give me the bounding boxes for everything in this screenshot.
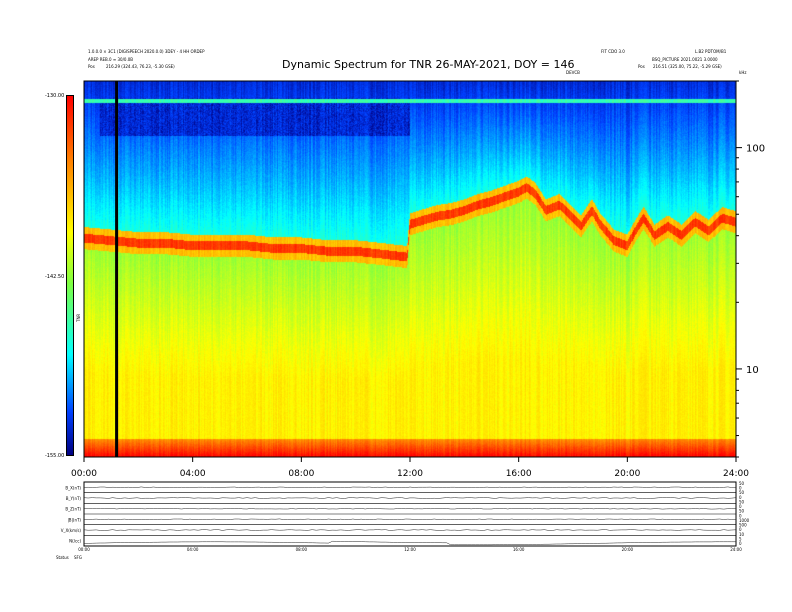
header-right-line2: BSQ_PICTURE 2021.0021 3.0000	[652, 57, 718, 62]
header-right-pos-value: 216.51 (325.00, 75.22, -5.29 GSE)	[653, 64, 722, 69]
panel-right-label: 50	[739, 499, 745, 504]
panel-trace	[84, 518, 737, 520]
status-value: SFG	[74, 555, 82, 560]
panel-right-label: 0	[739, 541, 742, 546]
panel-label: B_Z(nT)	[65, 507, 81, 512]
panel-label: N(/cc)	[69, 539, 81, 544]
panel-right-label: 10	[739, 532, 745, 537]
panel-right-label: 50	[739, 481, 745, 486]
panel-trace	[83, 497, 737, 499]
panel-label: B_Y(nT)	[66, 496, 82, 501]
panel-right-label: 0	[739, 504, 742, 509]
panel-right-label: 0	[739, 486, 742, 491]
header-left-line1: 1.0.0.0 × 3C1 (DIGISPEECH 2020.0.0) 3DEY…	[88, 49, 205, 54]
panel-label: V_X(km/s)	[61, 528, 82, 533]
stack-x-tick-label: 04:00	[187, 547, 199, 552]
panel-right-label: 50	[739, 509, 745, 514]
panel-label: B_X(nT)	[65, 485, 81, 490]
panel-right-label: 0	[739, 495, 742, 500]
stack-x-tick-label: 24:00	[730, 547, 742, 552]
colorbar-top-label: -130.00	[45, 93, 65, 99]
panel-right-label: 0	[739, 527, 742, 532]
status-label: Status	[56, 555, 69, 560]
panel-right-label: 5	[739, 536, 742, 541]
panel-trace	[83, 486, 737, 488]
panel-trace	[83, 508, 737, 510]
corner-unit-label: kHz	[739, 70, 747, 75]
colorbar	[66, 95, 74, 456]
header-left-pos-label: Pos	[88, 64, 95, 69]
panel-right-label: 500	[739, 523, 747, 528]
stack-x-tick-label: 16:00	[513, 547, 525, 552]
header-right-line1b: L.B2 PDTOM/B1	[695, 49, 727, 54]
chart-title: Dynamic Spectrum for TNR 26-MAY-2021, DO…	[282, 58, 575, 71]
colorbar-bottom-label: -155.00	[45, 453, 65, 459]
panel-label: |B|(nT)	[67, 517, 81, 522]
header-right-pos-label: Pos	[638, 64, 645, 69]
colorbar-mid-label: -142.50	[45, 274, 65, 280]
header-left-pos-value: 216.29 (324.43, 76.23, -5.30 GSE)	[106, 64, 175, 69]
stack-x-tick-label: 20:00	[622, 547, 634, 552]
devcb-label: DEVCB	[566, 70, 580, 75]
panel-trace	[84, 540, 736, 546]
stack-x-tick-label: 12:00	[404, 547, 416, 552]
panel-right-label: 0	[739, 513, 742, 518]
header-left-line2: AREP REB.0 ≡ 30/0.0B	[88, 57, 134, 62]
stack-x-tick-label: 08:00	[296, 547, 308, 552]
stack-x-tick-label: 00:00	[78, 547, 90, 552]
panel-right-label: 1000	[739, 518, 750, 523]
panel-trace	[83, 529, 737, 531]
header-right-line1a: FIT CDO 3.0	[601, 49, 625, 54]
panel-right-label: 50	[739, 490, 745, 495]
